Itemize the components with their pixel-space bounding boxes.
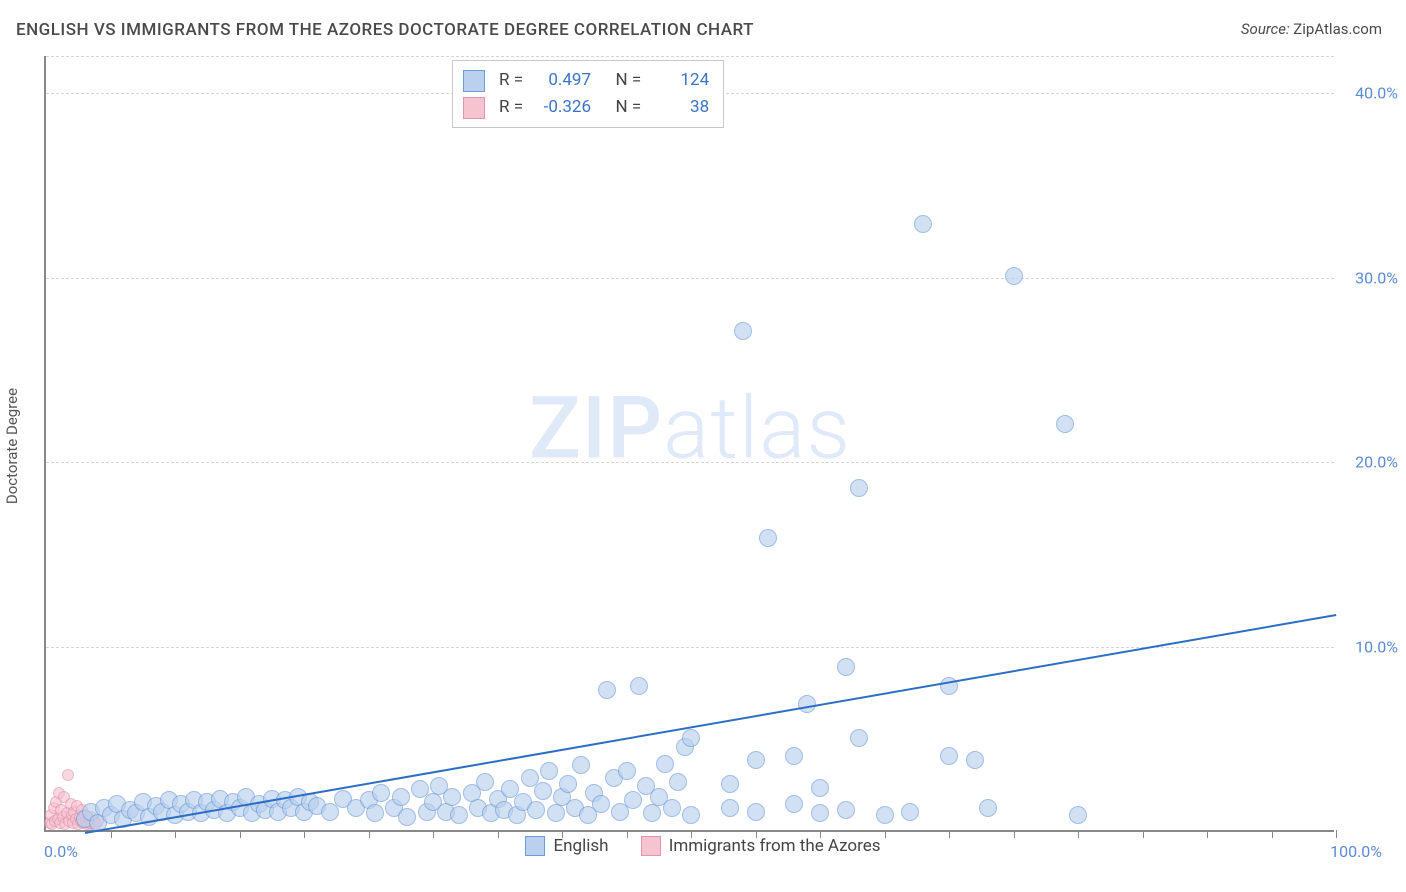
point-english — [547, 804, 565, 822]
legend-swatch-english — [525, 836, 545, 856]
r-value-english: 0.497 — [531, 67, 591, 94]
n-label: N = — [615, 67, 641, 94]
point-english — [901, 803, 919, 821]
point-english — [443, 788, 461, 806]
point-english — [618, 762, 636, 780]
point-english — [1056, 415, 1074, 433]
point-english — [372, 784, 390, 802]
point-english — [747, 803, 765, 821]
chart-container: ENGLISH VS IMMIGRANTS FROM THE AZORES DO… — [0, 0, 1406, 892]
point-english — [572, 756, 590, 774]
plot-area: ZIPatlas 10.0%20.0%30.0%40.0% — [44, 56, 1334, 832]
source-label: Source: — [1241, 20, 1290, 38]
legend-item-azores: Immigrants from the Azores — [641, 836, 881, 856]
point-english — [682, 729, 700, 747]
point-english — [392, 788, 410, 806]
chart-title: ENGLISH VS IMMIGRANTS FROM THE AZORES DO… — [16, 20, 754, 40]
point-azores — [62, 769, 74, 781]
point-english — [598, 681, 616, 699]
point-english — [559, 775, 577, 793]
legend-label-azores: Immigrants from the Azores — [669, 836, 881, 856]
point-english — [837, 658, 855, 676]
y-axis-label: Doctorate Degree — [3, 388, 21, 504]
legend-swatch-english — [463, 70, 485, 92]
point-english — [643, 804, 661, 822]
point-english — [837, 801, 855, 819]
point-english — [663, 799, 681, 817]
n-value-english: 124 — [649, 67, 709, 94]
r-label: R = — [499, 67, 523, 94]
point-english — [759, 529, 777, 547]
point-english — [850, 479, 868, 497]
legend-swatch-azores — [641, 836, 661, 856]
point-english — [527, 801, 545, 819]
point-english — [734, 322, 752, 340]
point-english — [366, 804, 384, 822]
point-english — [747, 751, 765, 769]
point-english — [811, 779, 829, 797]
point-english — [630, 677, 648, 695]
n-label: N = — [615, 94, 641, 121]
legend-stats: R = 0.497 N = 124 R = -0.326 N = 38 — [452, 60, 724, 128]
legend-item-english: English — [525, 836, 608, 856]
point-english — [682, 806, 700, 824]
y-tick-label: 10.0% — [1342, 638, 1398, 657]
point-english — [534, 782, 552, 800]
source-value: ZipAtlas.com — [1293, 20, 1382, 38]
gridline — [46, 278, 1334, 279]
point-english — [450, 806, 468, 824]
point-english — [476, 773, 494, 791]
point-english — [940, 747, 958, 765]
gridline — [46, 462, 1334, 463]
point-english — [669, 773, 687, 791]
point-english — [1069, 806, 1087, 824]
point-english — [624, 791, 642, 809]
source-attribution: Source: ZipAtlas.com — [1241, 20, 1382, 38]
point-english — [721, 799, 739, 817]
point-english — [1005, 267, 1023, 285]
legend-bottom: English Immigrants from the Azores — [0, 836, 1406, 861]
point-english — [785, 747, 803, 765]
point-english — [592, 795, 610, 813]
legend-label-english: English — [553, 836, 608, 856]
r-value-azores: -0.326 — [531, 94, 591, 121]
r-label: R = — [499, 94, 523, 121]
legend-swatch-azores — [463, 97, 485, 119]
point-english — [656, 755, 674, 773]
point-english — [850, 729, 868, 747]
point-english — [914, 215, 932, 233]
legend-stats-row-azores: R = -0.326 N = 38 — [463, 94, 709, 121]
point-english — [966, 751, 984, 769]
point-english — [785, 795, 803, 813]
point-english — [876, 806, 894, 824]
y-tick-label: 20.0% — [1342, 453, 1398, 472]
gridline — [46, 56, 1334, 57]
legend-stats-row-english: R = 0.497 N = 124 — [463, 67, 709, 94]
point-english — [721, 775, 739, 793]
point-english — [811, 804, 829, 822]
y-tick-label: 30.0% — [1342, 268, 1398, 287]
n-value-azores: 38 — [649, 94, 709, 121]
y-tick-label: 40.0% — [1342, 83, 1398, 102]
point-english — [540, 762, 558, 780]
point-english — [979, 799, 997, 817]
point-english — [398, 808, 416, 826]
